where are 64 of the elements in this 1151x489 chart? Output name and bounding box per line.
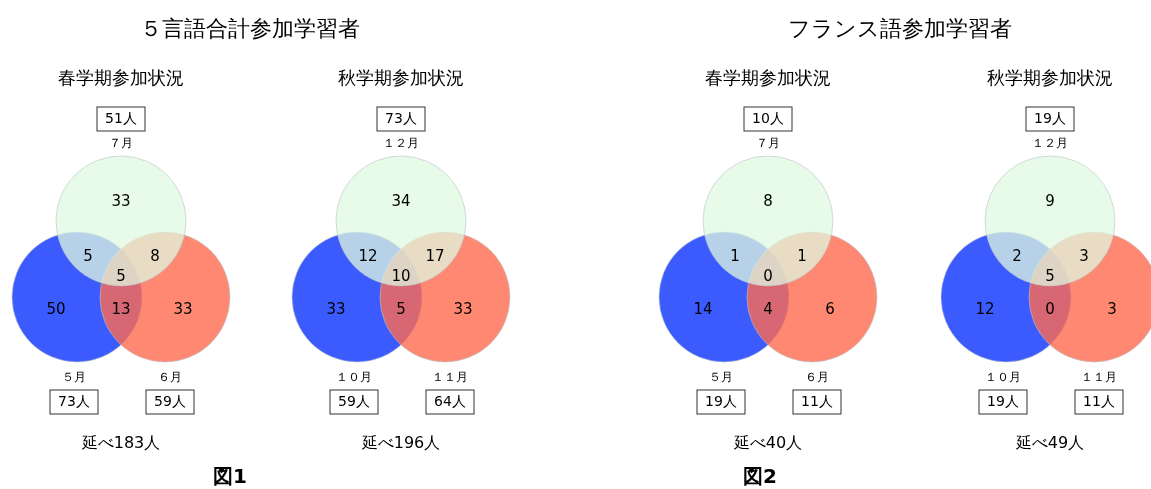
text: 秋学期参加状況: [987, 67, 1113, 88]
text: 50: [46, 299, 66, 318]
data-label: 59人: [338, 393, 370, 409]
category-label: １１月: [432, 369, 468, 384]
text: ５言語合計参加学習者: [140, 16, 360, 41]
text: 34: [391, 191, 411, 210]
data-label: 64人: [434, 393, 466, 409]
text: 春学期参加状況: [58, 67, 184, 88]
data-label: 59人: [154, 393, 186, 409]
data-label: 11人: [801, 393, 833, 409]
category-label: ５月: [709, 369, 733, 384]
category-label: ６月: [805, 369, 829, 384]
text: 3: [1079, 246, 1089, 265]
data-label: 19人: [987, 393, 1019, 409]
text: 秋学期参加状況: [338, 67, 464, 88]
text: フランス語参加学習者: [788, 16, 1012, 41]
text: 4: [763, 299, 773, 318]
text: 12: [358, 246, 378, 265]
text: 6: [825, 299, 835, 318]
text: 5: [1045, 266, 1055, 285]
text: 1: [797, 246, 807, 265]
text: 33: [453, 299, 473, 318]
category-label: １１月: [1081, 369, 1117, 384]
text: 33: [326, 299, 346, 318]
data-label: 19人: [705, 393, 737, 409]
text: 13: [111, 299, 131, 318]
text: 0: [763, 266, 773, 285]
text: 8: [150, 246, 160, 265]
text: 8: [763, 191, 773, 210]
text: 9: [1045, 191, 1055, 210]
text: 春学期参加状況: [705, 67, 831, 88]
category-label: ７月: [109, 135, 133, 150]
text: 延べ40人: [732, 432, 803, 452]
text: 33: [173, 299, 193, 318]
text: 10: [391, 266, 411, 285]
category-label: ７月: [756, 135, 780, 150]
text: 17: [425, 246, 445, 265]
category-label: １０月: [985, 369, 1021, 384]
text: 3: [1107, 299, 1117, 318]
category-label: １２月: [383, 135, 419, 150]
text: 33: [111, 191, 131, 210]
category-label: １０月: [336, 369, 372, 384]
data-label: 73人: [385, 110, 417, 126]
text: 0: [1045, 299, 1055, 318]
category-label: １２月: [1032, 135, 1068, 150]
text: 延べ196人: [360, 432, 441, 452]
data-label: 51人: [105, 110, 137, 126]
caption: 図1: [213, 463, 247, 488]
text: 5: [116, 266, 126, 285]
data-label: 11人: [1083, 393, 1115, 409]
text: 2: [1012, 246, 1022, 265]
text: 12: [975, 299, 995, 318]
caption: 図2: [743, 463, 777, 488]
category-label: ５月: [62, 369, 86, 384]
category-label: ６月: [158, 369, 182, 384]
data-label: 73人: [58, 393, 90, 409]
text: 14: [693, 299, 713, 318]
data-label: 10人: [752, 110, 784, 126]
text: 5: [396, 299, 406, 318]
data-label: 19人: [1034, 110, 1066, 126]
text: 延べ183人: [80, 432, 161, 452]
text: 1: [730, 246, 740, 265]
text: 5: [83, 246, 93, 265]
text: 延べ49人: [1014, 432, 1085, 452]
